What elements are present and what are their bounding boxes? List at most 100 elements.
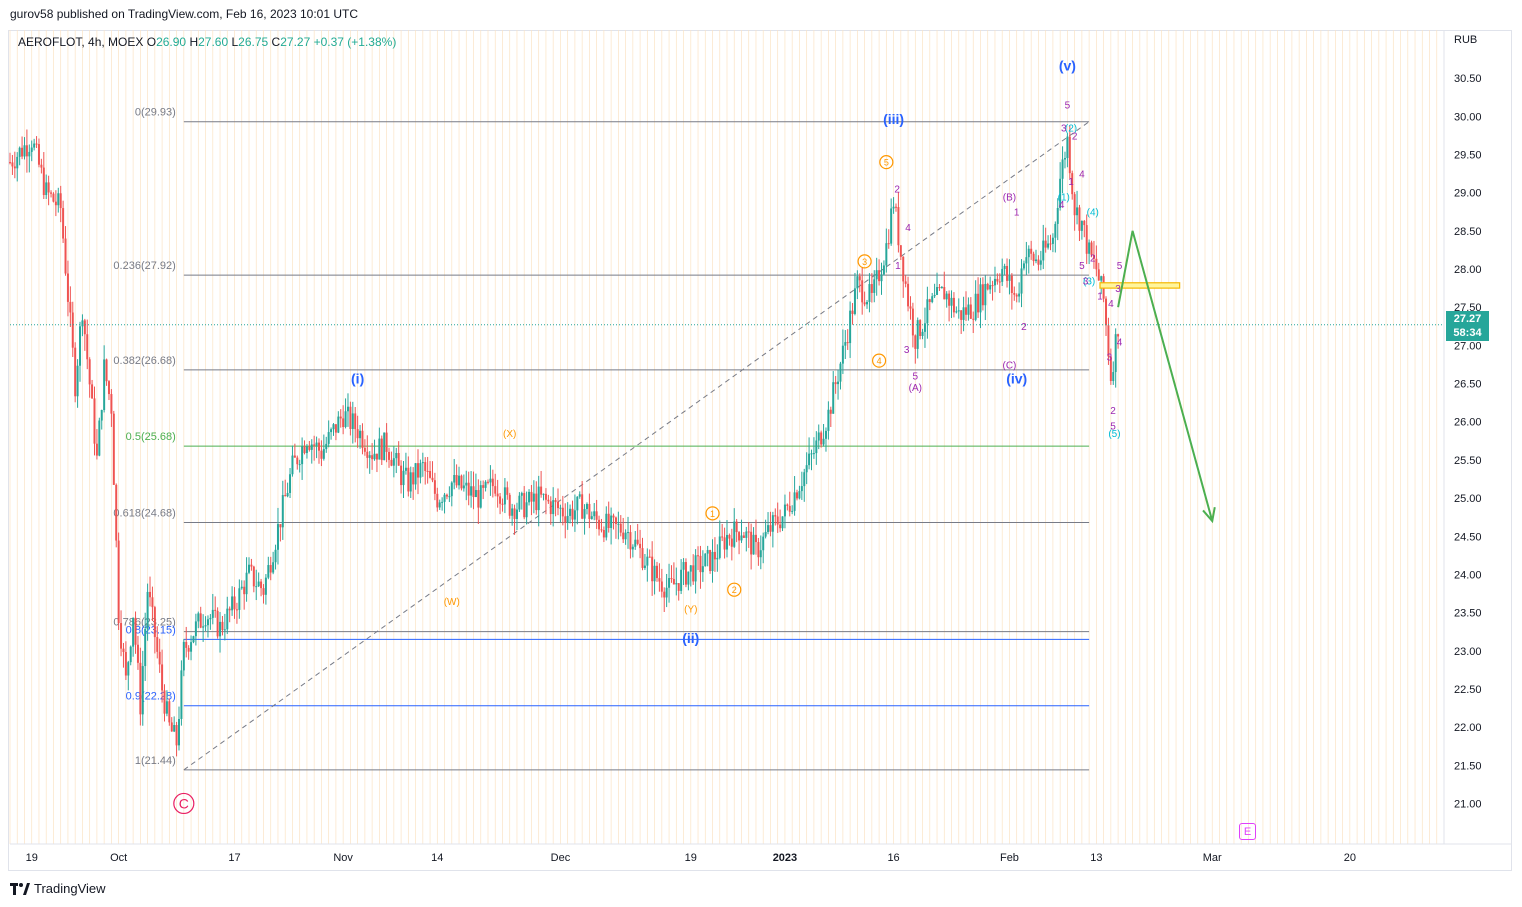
candle-body [453,474,456,483]
wave-label: (i) [351,371,364,387]
candle-body [402,470,405,486]
candle-body [660,581,663,592]
wave-label-circle [705,506,720,521]
candle-body [23,145,26,157]
candle-body [805,465,808,473]
candle-body [1051,237,1054,244]
candle-body [588,503,591,519]
wave-label: 4 [1117,337,1123,348]
wave-label: 1 [1068,177,1074,188]
candle-body [535,493,538,511]
candle-body [100,410,103,421]
candle-body [552,500,555,515]
candle-body [1114,334,1117,373]
candle-body [581,494,584,519]
candle-body [124,652,127,676]
candle-body [1035,259,1038,262]
events-badge[interactable]: E [1239,823,1256,840]
candle-body [962,307,965,320]
price-tick-label: 24.50 [1454,531,1482,543]
candle-body [206,619,209,626]
candle-body [103,359,106,411]
candle-body [334,424,337,433]
candle-body [636,539,639,544]
candle-body [602,530,605,538]
candle-body [395,452,398,459]
candle-body [793,492,796,511]
candle-body [390,459,393,466]
fib-level-label: 0.8(23.15) [126,624,176,636]
candle-body [52,193,55,202]
candle-body [540,486,543,495]
candle-body [276,524,279,550]
candle-body [400,465,403,486]
candle-body [839,363,842,382]
candle-body [873,279,876,293]
candle-body [981,284,984,306]
wave-label: 5 [1117,261,1123,272]
candle-body [170,722,173,732]
candle-body [479,485,482,508]
candle-body [117,540,120,624]
candle-body [530,491,533,502]
candle-body [1097,269,1100,281]
candle-body [86,334,89,360]
candle-body [890,208,893,244]
candle-body [332,424,335,430]
candle-body [979,284,982,313]
candle-body [564,516,567,523]
candle-body [371,455,374,460]
candle-body [996,278,999,282]
change-value: +0.37 (+1.38%) [313,35,397,49]
candle-body [88,359,91,385]
candle-body [783,504,786,517]
candle-body [158,651,161,665]
wave-label: (C) [1003,360,1017,371]
high-label: H [189,35,199,49]
fib-level-label: 0.236(27.92) [113,260,175,272]
candle-body [675,583,678,585]
candle-body [470,486,473,496]
candle-body [880,274,883,282]
candle-body [380,438,383,461]
candle-body [1030,248,1033,254]
candle-body [1112,372,1115,382]
candle-body [513,508,516,519]
wave-label: 4 [1059,200,1065,211]
candle-body [1083,220,1086,226]
candle-body [95,443,98,456]
price-axis: 21.00 21.50 22.00 22.50 23.00 23.50 24.00 24.50… [1443,30,1482,844]
wave-label: (Y) [684,605,697,616]
wave-label: 4 [877,356,882,366]
candle-body [153,607,156,638]
candle-body [701,566,704,573]
candle-body [187,647,190,652]
candle-body [972,318,975,320]
candle-body [484,481,487,488]
candle-body [1032,253,1035,262]
candle-body [663,591,666,598]
candle-body [293,455,296,458]
candle-body [477,490,480,508]
candle-body [940,287,943,289]
wave-label: (2) [1065,124,1077,135]
candle-body [474,490,477,498]
candle-body [156,637,159,652]
candle-body [1068,136,1071,174]
candle-body [525,502,528,518]
symbol-name[interactable]: AEROFLOT, 4h, MOEX [18,35,144,49]
candle-body [211,609,214,618]
candle-body [161,664,164,691]
price-tick-label: 30.50 [1454,73,1482,85]
price-tick-label: 26.50 [1454,379,1482,391]
open-label: O [146,35,157,49]
tradingview-brand[interactable]: TradingView [34,881,106,896]
wave-label-circle [879,155,894,170]
currency-label[interactable]: RUB [1454,34,1478,46]
candle-body [388,451,391,460]
candle-body [216,610,219,637]
last-price: 27.27 [1453,313,1482,325]
candle-body [815,440,818,454]
candle-body [327,432,330,444]
